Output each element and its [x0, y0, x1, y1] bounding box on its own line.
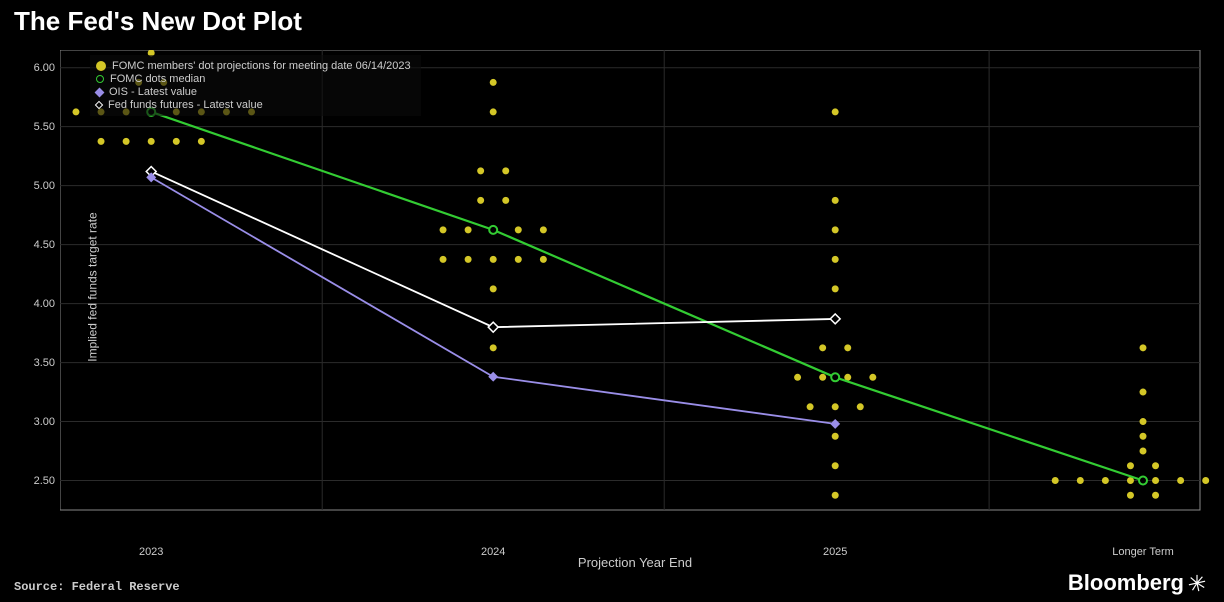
legend-marker-icon — [96, 75, 104, 83]
chart-svg — [60, 50, 1210, 540]
yaxis-label: Implied fed funds target rate — [86, 212, 100, 361]
xaxis-label: Projection Year End — [578, 555, 692, 570]
chart-legend: FOMC members' dot projections for meetin… — [90, 55, 421, 116]
legend-marker-icon — [95, 101, 103, 109]
legend-label: FOMC dots median — [110, 73, 205, 85]
page-title: The Fed's New Dot Plot — [0, 0, 1224, 37]
ytick-label: 2.50 — [20, 475, 55, 487]
legend-marker-icon — [95, 87, 105, 97]
legend-label: FOMC members' dot projections for meetin… — [112, 60, 411, 72]
ytick-label: 4.50 — [20, 239, 55, 251]
ytick-label: 5.50 — [20, 121, 55, 133]
xtick-label: 2025 — [823, 546, 847, 558]
chart-container: Implied fed funds target rate Projection… — [60, 50, 1210, 540]
brand-logo: Bloomberg — [1068, 570, 1206, 596]
legend-label: Fed funds futures - Latest value — [108, 99, 263, 111]
legend-marker-icon — [96, 61, 106, 71]
ytick-label: 4.00 — [20, 298, 55, 310]
source-text: Source: Federal Reserve — [14, 580, 180, 594]
legend-item: Fed funds futures - Latest value — [96, 99, 411, 111]
ytick-label: 5.00 — [20, 180, 55, 192]
legend-label: OIS - Latest value — [109, 86, 197, 98]
xtick-label: 2023 — [139, 546, 163, 558]
legend-item: OIS - Latest value — [96, 86, 411, 98]
brand-text: Bloomberg — [1068, 570, 1184, 596]
ytick-label: 3.50 — [20, 357, 55, 369]
xtick-label: Longer Term — [1112, 546, 1174, 558]
ytick-label: 6.00 — [20, 62, 55, 74]
ytick-label: 3.00 — [20, 416, 55, 428]
legend-item: FOMC members' dot projections for meetin… — [96, 60, 411, 72]
legend-item: FOMC dots median — [96, 73, 411, 85]
xtick-label: 2024 — [481, 546, 505, 558]
brand-burst-icon — [1188, 574, 1206, 592]
